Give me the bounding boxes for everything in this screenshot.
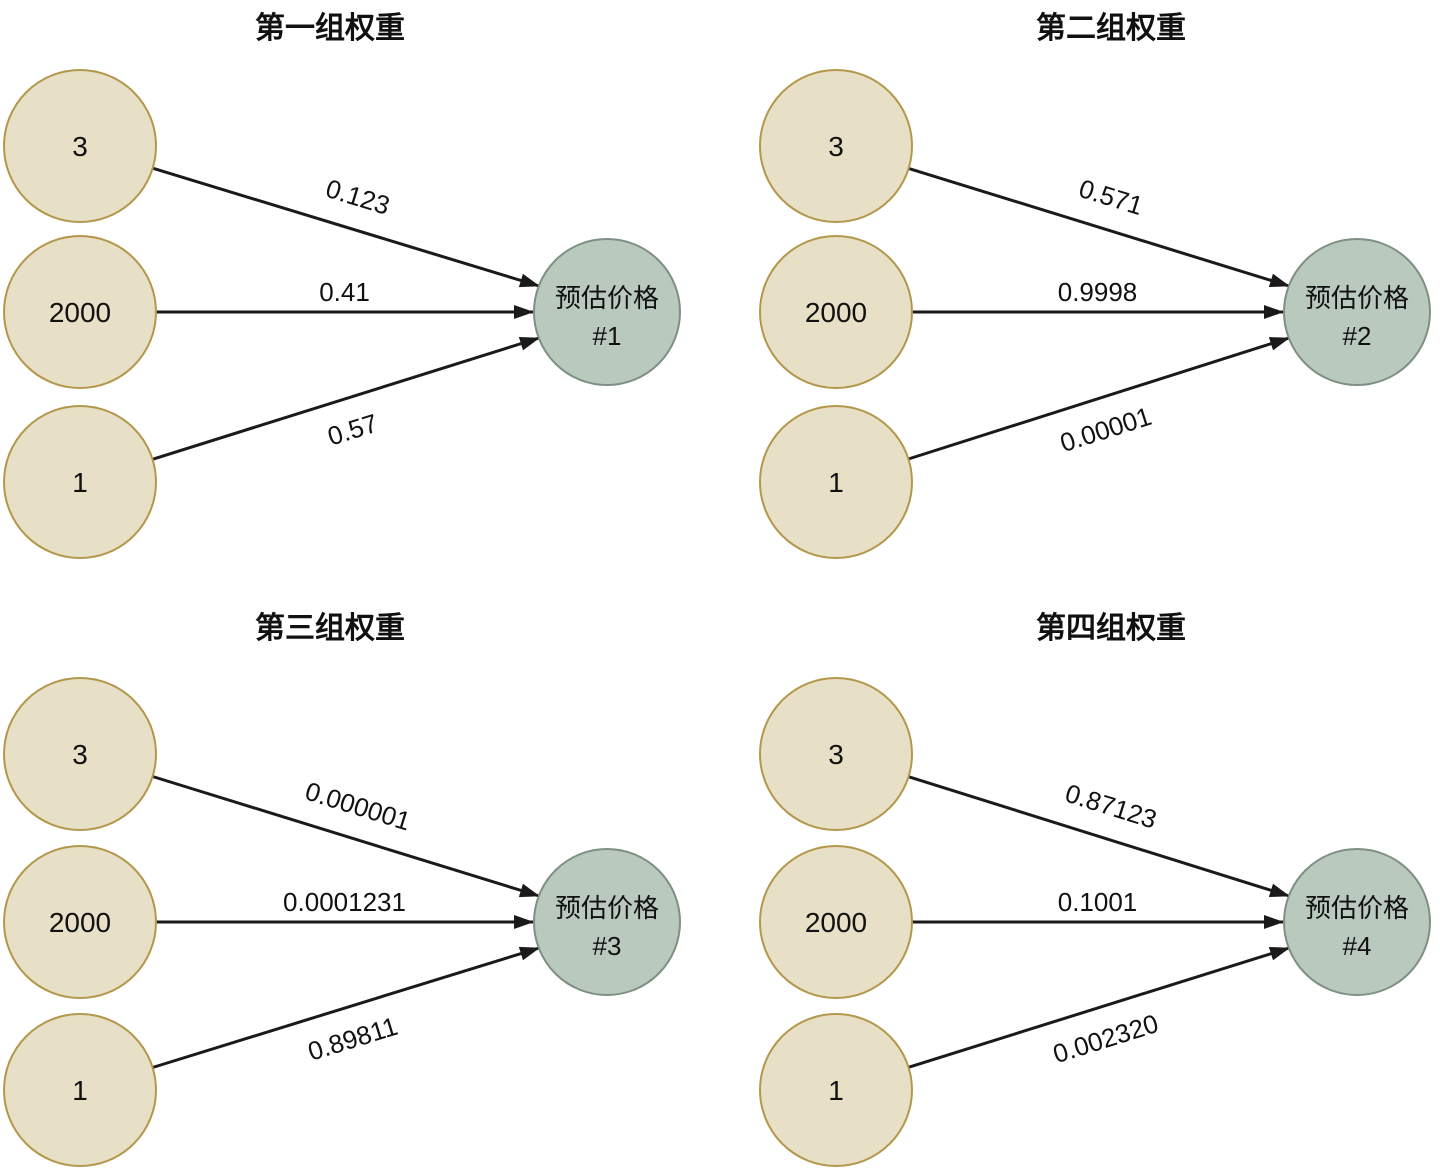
output-node-label-line2: #3 [593, 931, 622, 961]
input-node [759, 845, 913, 999]
output-node [1283, 238, 1431, 386]
weight-label: 0.57 [324, 408, 381, 452]
weight-arrow [908, 166, 1290, 288]
diagram-title: 第三组权重 [255, 611, 405, 645]
weight-arrow [152, 166, 540, 288]
weight-label: 0.41 [319, 277, 370, 307]
input-node [3, 1013, 157, 1167]
output-node-label-line1: 预估价格 [555, 283, 659, 313]
diagram-title: 第一组权重 [255, 11, 405, 45]
weight-label: 0.87123 [1062, 778, 1161, 835]
input-node-label: 2000 [49, 907, 111, 938]
output-node-label-line1: 预估价格 [555, 893, 659, 923]
input-node-label: 1 [828, 467, 844, 498]
output-node-label-line1: 预估价格 [1305, 283, 1409, 313]
weight-arrow [152, 336, 540, 461]
input-node [759, 677, 913, 831]
weight-label: 0.123 [322, 173, 393, 221]
weight-arrow [152, 946, 540, 1069]
input-node-label: 1 [828, 1075, 844, 1106]
diagram-title: 第二组权重 [1036, 11, 1186, 45]
input-node [3, 69, 157, 223]
input-node [3, 235, 157, 389]
input-node [759, 235, 913, 389]
input-node [759, 69, 913, 223]
input-node-label: 2000 [49, 297, 111, 328]
input-node-label: 3 [828, 131, 844, 162]
input-node [759, 1013, 913, 1167]
input-node-label: 3 [828, 739, 844, 770]
diagram-group-1: 第一组权重 0.123 0.41 0.57 3 2000 1 预估价格 #1 [3, 11, 681, 559]
weight-label: 0.89811 [304, 1011, 401, 1067]
input-node-label: 2000 [805, 907, 867, 938]
input-node-label: 1 [72, 467, 88, 498]
output-node-label-line2: #1 [593, 321, 622, 351]
weight-arrow [152, 775, 540, 898]
input-node [3, 845, 157, 999]
weight-arrow [907, 336, 1290, 461]
input-node [759, 405, 913, 559]
input-node-label: 3 [72, 739, 88, 770]
weight-arrow [908, 946, 1290, 1069]
weight-label: 0.571 [1075, 173, 1146, 221]
weight-label: 0.0001231 [283, 887, 406, 917]
input-node-label: 1 [72, 1075, 88, 1106]
input-node-label: 2000 [805, 297, 867, 328]
output-node [1283, 848, 1431, 996]
diagram-title: 第四组权重 [1036, 611, 1186, 645]
output-node [533, 238, 681, 386]
weight-label: 0.00001 [1056, 401, 1155, 458]
input-node [3, 405, 157, 559]
weight-label: 0.9998 [1058, 277, 1138, 307]
input-node [3, 677, 157, 831]
weight-arrow [908, 775, 1290, 898]
diagram-group-3: 第三组权重0.0000010.00012310.89811320001预估价格#… [3, 611, 681, 1167]
weight-label: 0.1001 [1058, 887, 1138, 917]
output-node-label-line2: #2 [1343, 321, 1372, 351]
output-node-label-line1: 预估价格 [1305, 893, 1409, 923]
output-node [533, 848, 681, 996]
input-node-label: 3 [72, 131, 88, 162]
output-node-label-line2: #4 [1343, 931, 1372, 961]
diagram-group-2: 第二组权重 0.571 0.9998 0.00001 3 2000 1 预估价格 #2 [759, 11, 1431, 559]
